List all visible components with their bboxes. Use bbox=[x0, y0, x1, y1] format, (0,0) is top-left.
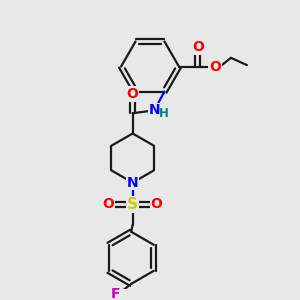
Text: N: N bbox=[127, 176, 139, 190]
Text: S: S bbox=[127, 197, 138, 212]
Text: O: O bbox=[192, 40, 204, 54]
Text: O: O bbox=[103, 197, 115, 211]
Text: F: F bbox=[111, 287, 120, 300]
Text: N: N bbox=[148, 103, 160, 117]
Text: H: H bbox=[159, 107, 169, 120]
Text: O: O bbox=[151, 197, 163, 211]
Text: O: O bbox=[209, 59, 221, 74]
Text: O: O bbox=[127, 87, 139, 101]
